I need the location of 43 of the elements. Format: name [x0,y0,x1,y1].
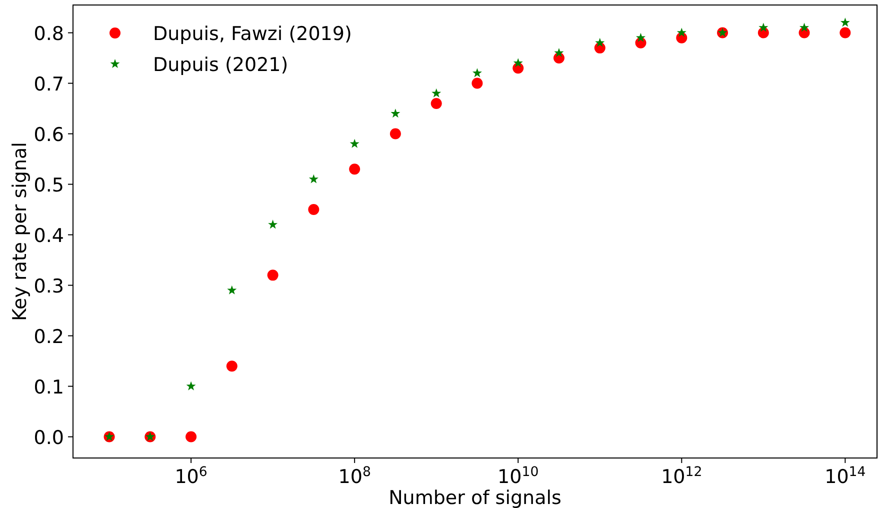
point [513,58,523,68]
point [186,431,197,442]
point [595,38,605,47]
x-axis-title: Number of signals [388,487,562,508]
point [227,285,237,294]
x-tick-label: 10$^{10}$ [498,464,539,488]
point [268,220,278,229]
y-tick-label: 0.6 [34,124,64,146]
point [390,128,401,140]
point [472,78,483,89]
point [308,174,318,184]
point [800,22,810,32]
point [430,98,442,109]
point [472,68,482,78]
point [226,360,238,372]
y-axis-title: Key rate per signal [9,142,31,321]
y-tick-label: 0.7 [34,73,64,96]
point [349,164,360,175]
x-tick-label: 10$^{12}$ [661,464,702,488]
x-tick-label: 10$^{14}$ [824,464,866,488]
y-tick-label: 0.5 [34,174,64,196]
y-tick-label: 0.2 [34,326,64,348]
x-tick-label: 10$^{6}$ [174,464,208,488]
point [758,22,768,32]
y-tick-label: 0.1 [34,376,64,398]
point [186,381,196,390]
point [350,138,360,148]
point [390,108,400,118]
y-tick-label: 0.4 [34,224,64,247]
point [840,18,850,27]
point [432,88,442,98]
point [554,48,564,58]
y-tick-label: 0.8 [34,22,64,45]
y-tick-label: 0.0 [34,426,64,449]
point [676,28,686,37]
point [308,204,320,216]
y-tick-label: 0.3 [34,275,64,298]
x-tick-label: 10$^{8}$ [338,464,371,488]
legend-label: Dupuis, Fawzi (2019) [153,23,352,45]
point [840,27,851,38]
point [636,32,646,42]
legend-label: Dupuis (2021) [153,54,288,76]
point [267,270,278,281]
